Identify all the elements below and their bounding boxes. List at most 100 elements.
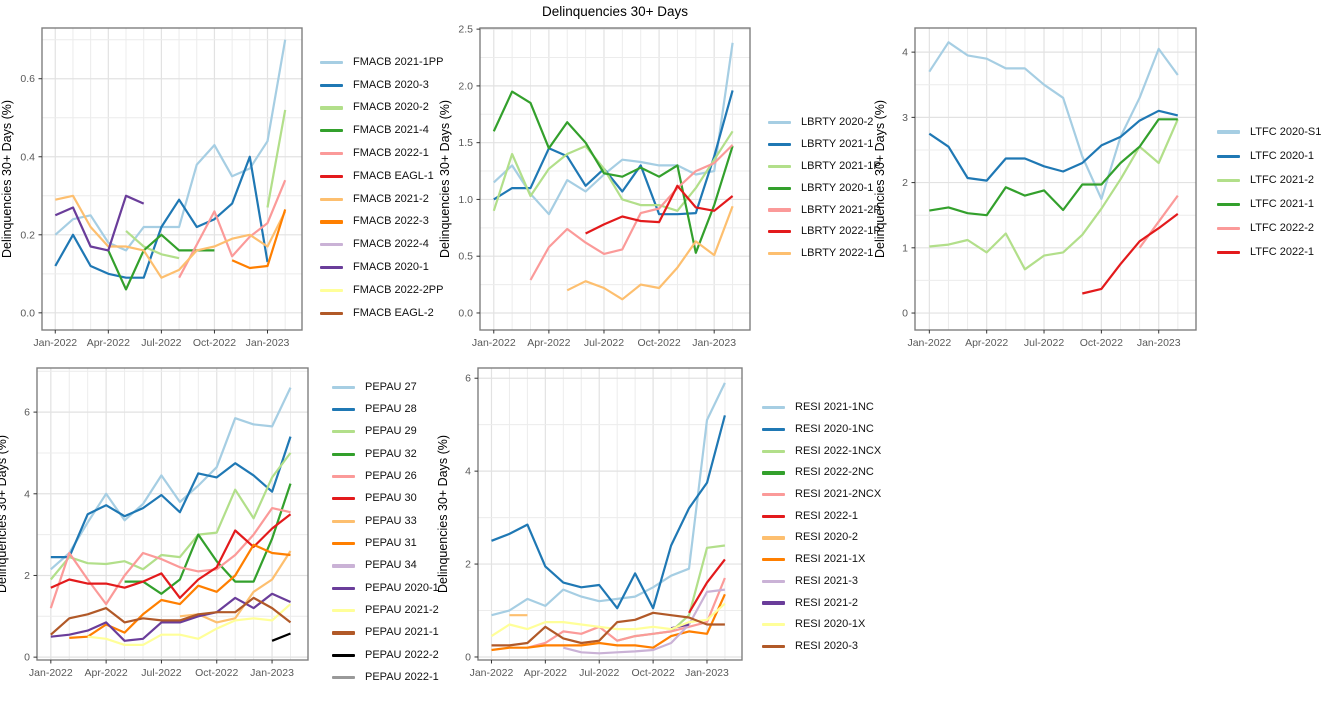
series-line [1138, 194, 1179, 249]
legend-item-label: PEPAU 28 [365, 403, 417, 416]
legend-item: LTFC 2021-2 [1217, 168, 1321, 192]
series-line [49, 452, 292, 581]
legend-item: PEPAU 27 [332, 376, 439, 398]
series-line [54, 39, 287, 252]
legend-item-label: LBRTY 2022-1P [801, 225, 881, 238]
series-line [566, 205, 734, 301]
y-axis-title: Delinquencies 30+ Days (%) [0, 100, 14, 258]
legend-item-label: LTFC 2020-1 [1250, 149, 1314, 162]
y-tick-label: 4 [465, 466, 471, 478]
legend-line-swatch [762, 449, 785, 453]
series-line [87, 603, 292, 646]
x-tick-label: Jan-2022 [33, 337, 77, 349]
legend-line-swatch [332, 631, 355, 635]
x-tick-label: Apr-2022 [965, 337, 1008, 349]
legend-item: LBRTY 2020-1 [768, 177, 881, 199]
legend-item: LTFC 2022-2 [1217, 216, 1321, 240]
legend-item-label: LBRTY 2022-1 [801, 247, 874, 260]
legend-item: FMACB 2022-3 [320, 211, 443, 234]
legend-item-label: FMACB 2022-4 [353, 238, 429, 251]
legend-item-label: LBRTY 2021-1 [801, 138, 874, 151]
legend-line-swatch [320, 60, 343, 64]
x-tick-label: Jul-2022 [141, 667, 181, 679]
series-line [929, 118, 1178, 217]
series-line [688, 558, 726, 614]
legend-line-swatch [332, 519, 355, 523]
legend-item: RESI 2020-1X [762, 614, 881, 636]
legend-item-label: FMACB 2020-3 [353, 78, 429, 91]
legend-line-swatch [1217, 226, 1240, 231]
legend-item-label: RESI 2020-1X [795, 618, 866, 631]
legend-line-swatch [332, 653, 355, 657]
legend-item-label: LTFC 2020-S1 [1250, 125, 1322, 138]
series-line [563, 588, 726, 655]
y-axis-title: Delinquencies 30+ Days (%) [436, 435, 450, 593]
legend-item-label: LTFC 2021-2 [1250, 173, 1314, 186]
legend-item-label: PEPAU 2022-2 [365, 648, 439, 661]
y-tick-label: 1.0 [458, 194, 473, 206]
legend-line-swatch [762, 427, 785, 432]
figure-title: Delinquencies 30+ Days [542, 4, 688, 19]
x-tick-label: Apr-2022 [527, 337, 570, 349]
legend-item: LBRTY 2020-2 [768, 112, 881, 134]
legend-line-swatch [332, 474, 355, 479]
x-tick-label: Jul-2022 [579, 667, 619, 679]
legend-item-label: RESI 2022-2NC [795, 466, 874, 479]
legend-item-label: RESI 2020-1NC [795, 423, 874, 436]
legend-line-swatch [320, 106, 343, 110]
legend-item-label: PEPAU 26 [365, 470, 417, 483]
legend-item: LBRTY 2022-1P [768, 221, 881, 243]
legend-pepau: PEPAU 27 PEPAU 28 PEPAU 29 PEPAU 32 PEPAU 26… [332, 376, 439, 689]
y-tick-label: 4 [24, 488, 30, 500]
y-tick-label: 1.5 [458, 137, 473, 149]
x-tick-label: Jan-2023 [250, 667, 294, 679]
legend-item: LBRTY 2021-2P [768, 199, 881, 221]
legend-line-swatch [762, 644, 785, 648]
chart-panel-pepau: Jan-2022 Apr-2022 Jul-2022 Oct-2022 Jan-2023… [0, 362, 316, 686]
x-tick-label: Apr-2022 [524, 667, 567, 679]
legend-resi: RESI 2021-1NC RESI 2020-1NC RESI 2022-1NCX… [762, 397, 881, 657]
series-line [491, 611, 725, 647]
legend-item-label: LBRTY 2021-1P [801, 159, 881, 172]
legend-item: PEPAU 2022-2 [332, 644, 439, 666]
series-line [69, 543, 291, 639]
legend-item-label: RESI 2022-1NCX [795, 444, 882, 457]
x-tick-label: Oct-2022 [632, 667, 675, 679]
legend-item-label: RESI 2021-3 [795, 574, 858, 587]
x-tick-label: Jul-2022 [584, 337, 624, 349]
legend-line-swatch [332, 609, 355, 613]
legend-item-label: FMACB 2022-1 [353, 147, 429, 160]
y-tick-label: 0.0 [20, 307, 35, 319]
legend-fmacb: FMACB 2021-1PP FMACB 2020-3 FMACB 2020-2 FM… [320, 51, 443, 325]
legend-line-swatch [320, 243, 343, 247]
x-tick-label: Jan-2022 [907, 337, 951, 349]
legend-line-swatch [320, 151, 343, 156]
legend-item: FMACB 2022-4 [320, 233, 443, 256]
legend-item-label: PEPAU 29 [365, 425, 417, 438]
x-tick-label: Jan-2023 [1137, 337, 1181, 349]
legend-item-label: PEPAU 2022-1 [365, 671, 439, 684]
legend-item-label: FMACB 2020-2 [353, 101, 429, 114]
legend-line-swatch [768, 121, 791, 125]
legend-item: LBRTY 2021-1P [768, 156, 881, 178]
legend-item: LTFC 2020-1 [1217, 144, 1321, 168]
chart-panel-resi: Jan-2022 Apr-2022 Jul-2022 Oct-2022 Jan-2023… [432, 362, 750, 686]
legend-item: PEPAU 29 [332, 421, 439, 443]
series-line [491, 593, 726, 652]
legend-item-label: PEPAU 27 [365, 380, 417, 393]
legend-item: PEPAU 32 [332, 443, 439, 465]
plot-area: Jan-2022 Apr-2022 Jul-2022 Oct-2022 Jan-2023… [873, 27, 1197, 349]
legend-item-label: PEPAU 33 [365, 514, 417, 527]
legend-line-swatch [332, 430, 355, 434]
series-line [928, 109, 1179, 182]
legend-line-swatch [762, 536, 785, 540]
series-line [491, 415, 726, 610]
legend-item: PEPAU 28 [332, 398, 439, 420]
legend-line-swatch [762, 471, 785, 475]
legend-item: FMACB 2022-1 [320, 142, 443, 165]
series-line [231, 209, 287, 270]
legend-line-swatch [762, 493, 785, 497]
legend-item: PEPAU 2022-1 [332, 666, 439, 688]
series-line [491, 382, 726, 617]
y-tick-label: 6 [465, 373, 471, 385]
